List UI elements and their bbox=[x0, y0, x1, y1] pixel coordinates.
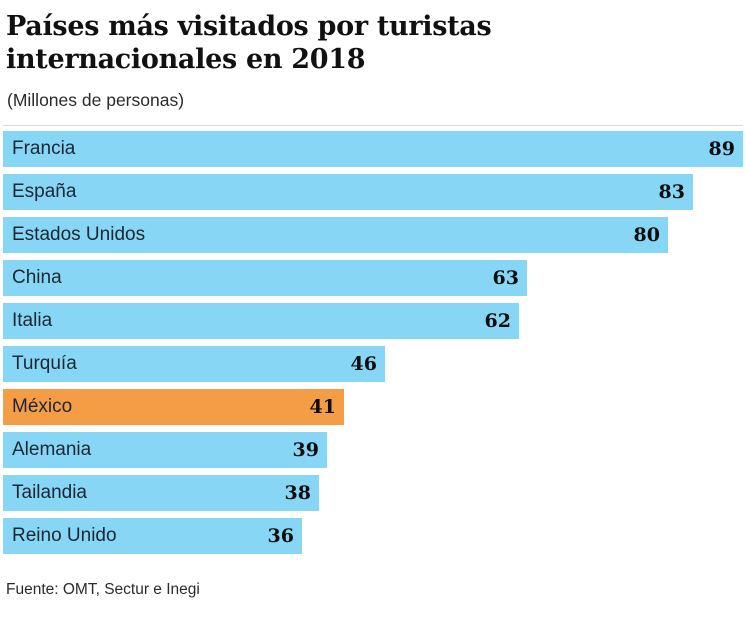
bar-value-label: 41 bbox=[309, 396, 336, 418]
bar-value-label: 36 bbox=[267, 525, 294, 547]
bar-value-label: 89 bbox=[708, 138, 735, 160]
bar[interactable]: Francia 89 bbox=[3, 131, 743, 167]
bar-row: Italia 62 bbox=[0, 303, 746, 339]
bar-value-label: 38 bbox=[284, 482, 311, 504]
bar[interactable]: España 83 bbox=[3, 174, 693, 210]
bar-category-label: Francia bbox=[12, 138, 76, 159]
chart-header: Países más visitados por turistas intern… bbox=[0, 0, 746, 111]
page-title: Países más visitados por turistas intern… bbox=[6, 11, 492, 75]
bar-category-label: España bbox=[12, 181, 77, 202]
bar-category-label: Italia bbox=[12, 310, 53, 331]
bar[interactable]: Estados Unidos 80 bbox=[3, 217, 668, 253]
bar-value-label: 80 bbox=[633, 224, 660, 246]
bar-row: Turquía 46 bbox=[0, 346, 746, 382]
bar[interactable]: Alemania 39 bbox=[3, 432, 327, 468]
bar-category-label: Turquía bbox=[12, 353, 77, 374]
bar-row: China 63 bbox=[0, 260, 746, 296]
bar-row: Francia 89 bbox=[0, 131, 746, 167]
bar-row: Tailandia 38 bbox=[0, 475, 746, 511]
bar-category-label: Alemania bbox=[12, 439, 92, 460]
bar-row: Alemania 39 bbox=[0, 432, 746, 468]
bar-value-label: 46 bbox=[350, 353, 377, 375]
bar-category-label: Reino Unido bbox=[12, 525, 117, 546]
bar[interactable]: Italia 62 bbox=[3, 303, 519, 339]
bar[interactable]: Reino Unido 36 bbox=[3, 518, 302, 554]
bar[interactable]: Turquía 46 bbox=[3, 346, 385, 382]
bar-value-label: 39 bbox=[292, 439, 319, 461]
bar-value-label: 83 bbox=[658, 181, 685, 203]
bar-row: México 41 bbox=[0, 389, 746, 425]
bar-row: España 83 bbox=[0, 174, 746, 210]
bar[interactable]: China 63 bbox=[3, 260, 527, 296]
bar-list: Francia 89 España 83 Estados Unidos 80 China 63… bbox=[0, 131, 746, 561]
bar-row: Reino Unido 36 bbox=[0, 518, 746, 554]
bar-category-label: China bbox=[12, 267, 62, 288]
bar-category-label: México bbox=[12, 396, 73, 417]
top-divider bbox=[3, 125, 743, 126]
bar-highlight[interactable]: México 41 bbox=[3, 389, 344, 425]
bar-value-label: 62 bbox=[484, 310, 511, 332]
plot-area: Francia 89 España 83 Estados Unidos 80 China 63… bbox=[0, 125, 746, 565]
bar[interactable]: Tailandia 38 bbox=[3, 475, 319, 511]
chart-subtitle: (Millones de personas) bbox=[7, 90, 185, 110]
bar-row: Estados Unidos 80 bbox=[0, 217, 746, 253]
bar-value-label: 63 bbox=[492, 267, 519, 289]
bar-category-label: Estados Unidos bbox=[12, 224, 146, 245]
bar-category-label: Tailandia bbox=[12, 482, 87, 503]
source-note: Fuente: OMT, Sectur e Inegi bbox=[6, 581, 200, 598]
